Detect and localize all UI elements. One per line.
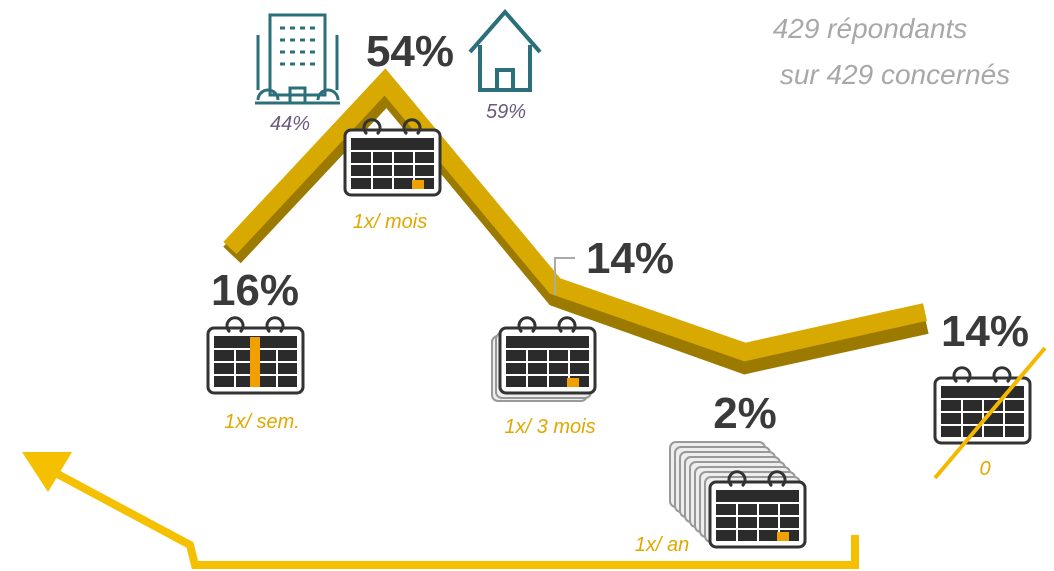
item-value: 14% (941, 307, 1029, 356)
note: sur 429 concernés (780, 59, 1010, 90)
calendar-icon (708, 470, 807, 549)
note: 429 répondants (773, 13, 968, 44)
item-label: 1x/ sem. (224, 411, 300, 433)
item-value: 54% (366, 27, 454, 76)
item-value: 14% (586, 234, 674, 283)
highlight (777, 532, 789, 541)
calendar-icon (343, 118, 442, 197)
highlight (412, 180, 424, 189)
arrow-line (48, 466, 859, 569)
house-icon (468, 8, 542, 92)
item-label: 1x/ an (635, 534, 689, 556)
leader (554, 257, 575, 295)
item-label: 1x/ mois (353, 211, 427, 233)
housing-value: 44% (270, 113, 310, 135)
strike (933, 346, 1047, 480)
housing-value: 59% (486, 101, 526, 123)
item-value: 2% (713, 389, 777, 438)
highlight (250, 337, 260, 387)
arrow-head (22, 452, 72, 492)
item-label: 0 (979, 458, 990, 480)
item-label: 1x/ 3 mois (504, 416, 595, 438)
highlight (567, 378, 579, 387)
building-icon (255, 13, 340, 105)
calendar-icon (933, 366, 1032, 445)
calendar-icon (498, 316, 597, 395)
item-value: 16% (211, 266, 299, 315)
